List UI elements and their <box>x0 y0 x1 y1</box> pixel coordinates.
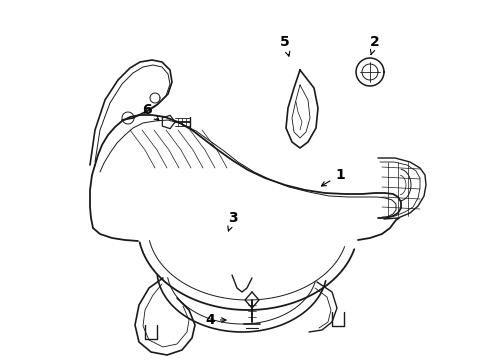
Text: 6: 6 <box>142 103 159 120</box>
Text: 5: 5 <box>280 35 289 56</box>
Text: 2: 2 <box>369 35 379 55</box>
Text: 1: 1 <box>321 168 344 186</box>
Text: 4: 4 <box>204 313 225 327</box>
Text: 3: 3 <box>227 211 237 231</box>
